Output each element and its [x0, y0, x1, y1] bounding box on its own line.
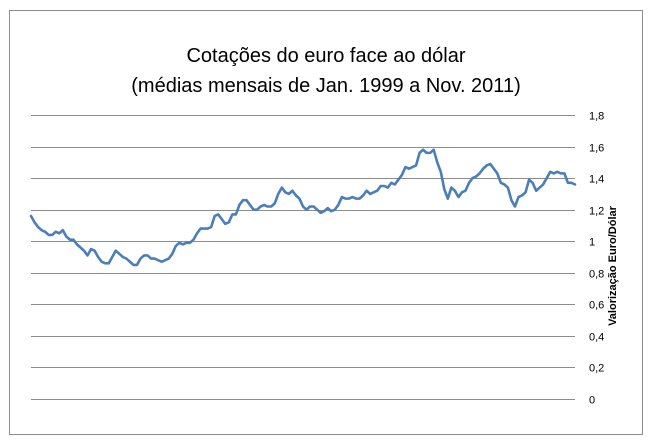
- y-tick-labels: 0 0,2 0,4 0,6 0,8 1 1,2 1,4 1,6 1,8: [589, 111, 604, 407]
- y-tick-label: 1,4: [589, 174, 604, 186]
- y-tick-label: 1: [589, 237, 595, 249]
- y-tick-label: 0,8: [589, 269, 604, 281]
- chart-title-line-1: Cotações do euro face ao dólar: [186, 45, 465, 67]
- y-tick-label: 0,2: [589, 363, 604, 375]
- y-tick-label: 0,4: [589, 332, 604, 344]
- y-tick-label: 1,6: [589, 143, 604, 155]
- y-tick-label: 1,8: [589, 111, 604, 123]
- y-tick-label: 0: [589, 395, 595, 407]
- series-layer: [29, 148, 577, 267]
- y-tick-label: 0,6: [589, 300, 604, 312]
- chart-title-line-2: (médias mensais de Jan. 1999 a Nov. 2011…: [131, 75, 520, 97]
- line-chart: Cotações do euro face ao dólar (médias m…: [29, 45, 619, 407]
- chart-frame: Cotações do euro face ao dólar (médias m…: [9, 10, 643, 435]
- y-tick-label: 1,2: [589, 206, 604, 218]
- series-line: [29, 148, 577, 267]
- gridlines: [31, 115, 575, 400]
- y-axis-title: Valorização Euro/Dólar: [607, 205, 619, 326]
